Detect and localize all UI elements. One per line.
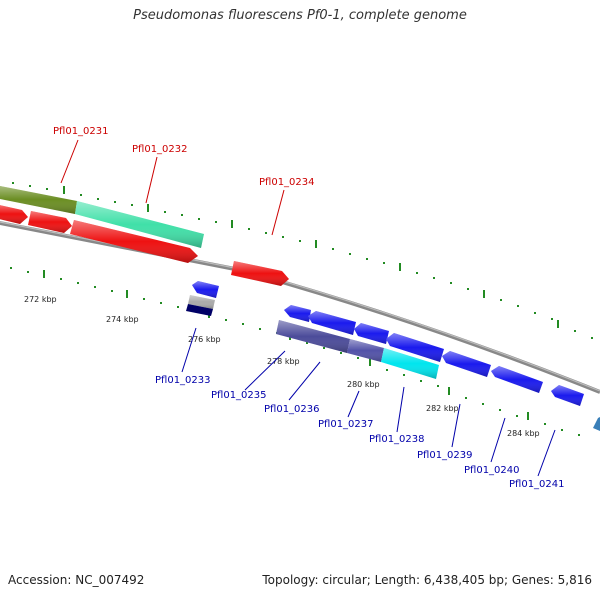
tick-label: 280 kbp: [347, 380, 380, 389]
genome-backbone: [0, 220, 600, 394]
reverse-gene-arrow[interactable]: [593, 417, 600, 431]
reverse-gene-arrow[interactable]: [308, 311, 356, 335]
forward-gene-bar[interactable]: [75, 201, 204, 248]
gene-label-reverse[interactable]: Pfl01_0235: [211, 390, 267, 401]
gene-label-reverse[interactable]: Pfl01_0237: [318, 419, 374, 430]
gene-label-forward[interactable]: Pfl01_0231: [53, 126, 109, 137]
tick-label: 272 kbp: [24, 295, 57, 304]
forward-gene-arrow[interactable]: [0, 204, 28, 224]
gene-label-reverse[interactable]: Pfl01_0239: [417, 450, 473, 461]
tick-label: 284 kbp: [507, 429, 540, 438]
reverse-gene-arrow[interactable]: [551, 385, 584, 406]
accession-text: Accession: NC_007492: [8, 573, 145, 587]
tick-label: 282 kbp: [426, 404, 459, 413]
forward-gene-arrow[interactable]: [70, 220, 198, 263]
gene-label-reverse[interactable]: Pfl01_0241: [509, 479, 565, 490]
reverse-gene-bar[interactable]: [276, 320, 350, 353]
reverse-gene-arrow[interactable]: [284, 305, 311, 322]
outer-tick-row: [12, 182, 593, 339]
map-title: Pseudomonas fluorescens Pf0-1, complete …: [133, 8, 467, 23]
reverse-gene-arrow[interactable]: [354, 323, 389, 344]
forward-label-leaders: [60, 139, 285, 236]
reverse-label-leaders: [181, 327, 556, 477]
reverse-gene-bar[interactable]: [188, 295, 215, 309]
gene-label-forward[interactable]: Pfl01_0234: [259, 177, 315, 188]
forward-gene-bar[interactable]: [0, 185, 77, 214]
reverse-gene-arrow[interactable]: [491, 366, 543, 393]
genome-summary-text: Topology: circular; Length: 6,438,405 bp…: [262, 573, 592, 587]
gene-label-reverse[interactable]: Pfl01_0233: [155, 375, 211, 386]
reverse-gene-bar[interactable]: [347, 339, 384, 362]
gene-label-reverse[interactable]: Pfl01_0236: [264, 404, 320, 415]
reverse-gene-bar[interactable]: [186, 304, 213, 316]
tick-label: 278 kbp: [267, 357, 300, 366]
gene-label-forward[interactable]: Pfl01_0232: [132, 144, 188, 155]
forward-gene-arrow[interactable]: [231, 261, 289, 286]
gene-label-reverse[interactable]: Pfl01_0238: [369, 434, 425, 445]
reverse-gene-bar[interactable]: [381, 348, 439, 379]
tick-label: 276 kbp: [188, 335, 221, 344]
tick-label: 274 kbp: [106, 315, 139, 324]
reverse-gene-arrow[interactable]: [442, 351, 491, 377]
gene-label-reverse[interactable]: Pfl01_0240: [464, 465, 520, 476]
reverse-gene-arrow[interactable]: [386, 333, 444, 362]
forward-gene-arrow[interactable]: [28, 211, 72, 233]
reverse-gene-arrow[interactable]: [192, 281, 219, 298]
